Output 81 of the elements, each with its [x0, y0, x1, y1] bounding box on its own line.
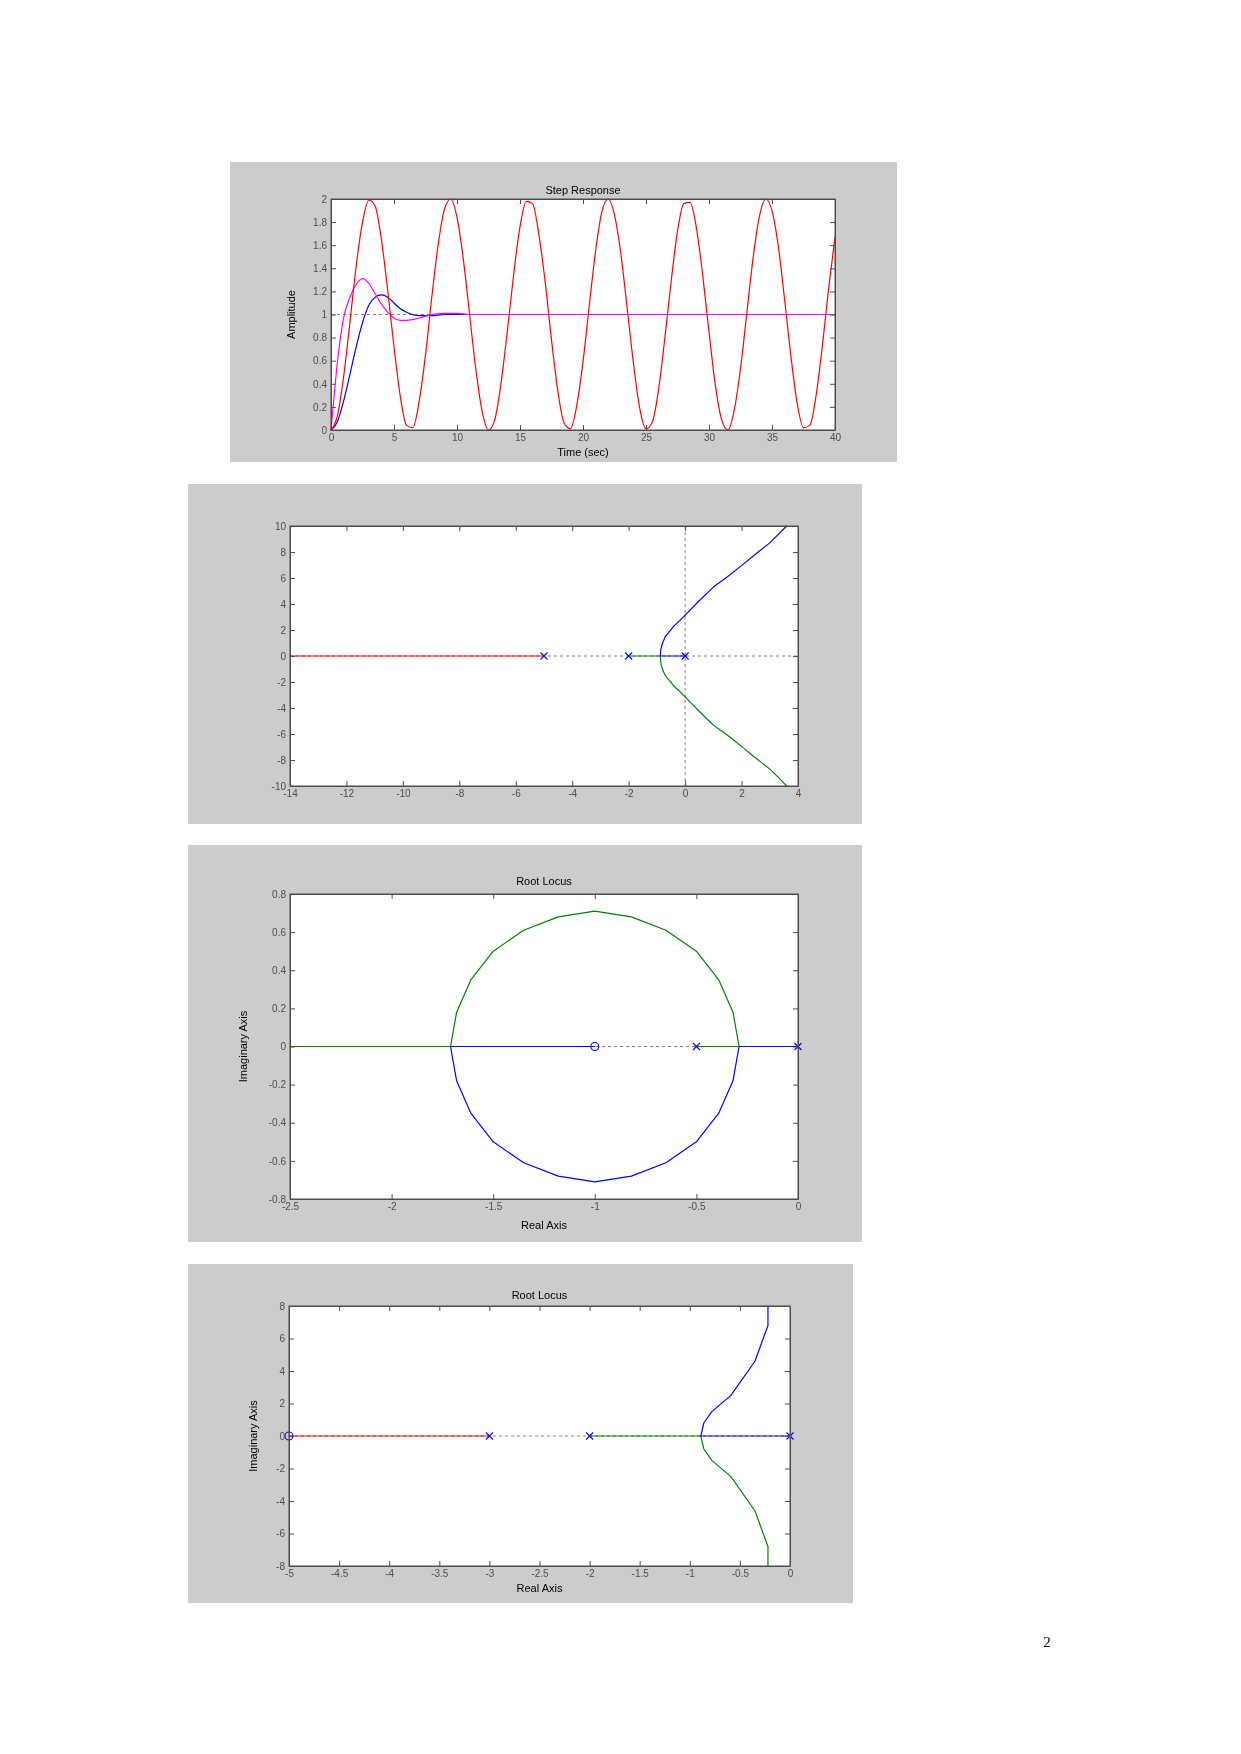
- y-tick-label: 1.8: [313, 216, 328, 228]
- y-tick-label: -0.2: [268, 1079, 287, 1091]
- x-tick-label: -10: [396, 788, 412, 800]
- x-tick-label: 25: [640, 432, 653, 444]
- y-tick-label: 0.8: [313, 332, 328, 344]
- y-tick-label: 10: [274, 520, 287, 532]
- x-tick-label: 30: [703, 432, 716, 444]
- y-tick-label: 0.2: [313, 401, 328, 413]
- chart-title: Step Response: [545, 184, 621, 196]
- y-tick-label: 0: [321, 424, 328, 436]
- y-tick-label: 0.6: [272, 926, 287, 938]
- x-tick-label: 5: [391, 432, 398, 444]
- x-tick-label: -1.5: [485, 1201, 503, 1213]
- y-tick-label: -0.6: [268, 1155, 287, 1167]
- y-tick-label: 0.4: [313, 378, 328, 390]
- y-tick-label: 1.6: [313, 239, 328, 251]
- text: 2: [1043, 1633, 1051, 1650]
- x-tick-label: -2: [624, 788, 635, 800]
- y-tick-label: -4: [276, 1495, 286, 1507]
- y-tick-label: 0: [279, 1430, 286, 1442]
- y-tick-label: -0.4: [268, 1117, 287, 1129]
- x-tick-label: 35: [766, 432, 779, 444]
- x-tick-label: -2: [585, 1568, 595, 1580]
- x-tick-label: -4: [568, 788, 578, 800]
- y-tick-label: 1: [321, 309, 328, 321]
- x-tick-label: -4: [385, 1568, 395, 1580]
- x-tick-label: 0: [795, 1201, 802, 1213]
- y-tick-label: 2: [279, 1398, 286, 1410]
- y-axis-title: Amplitude: [284, 290, 297, 339]
- x-axis-title: Real Axis: [521, 1219, 568, 1231]
- x-tick-label: -2: [387, 1201, 397, 1213]
- y-tick-label: 0.2: [272, 1003, 287, 1015]
- x-tick-label: -6: [511, 788, 522, 800]
- x-tick-label: -3.5: [431, 1568, 449, 1580]
- y-tick-label: 4: [280, 598, 287, 610]
- y-tick-label: -4: [277, 702, 287, 714]
- x-tick-label: -0.5: [731, 1568, 750, 1580]
- y-axis-title: Imaginary Axis: [246, 1399, 259, 1472]
- y-tick-label: -2: [277, 676, 287, 688]
- y-tick-label: 0: [280, 1041, 287, 1053]
- y-tick-label: 6: [279, 1333, 286, 1345]
- x-tick-label: -5: [285, 1568, 295, 1580]
- y-tick-label: 0.4: [272, 964, 287, 976]
- x-tick-label: -0.5: [688, 1201, 706, 1213]
- x-tick-label: 2: [739, 788, 746, 800]
- x-tick-label: -8: [455, 788, 465, 800]
- x-tick-label: 20: [577, 432, 590, 444]
- y-tick-label: 4: [279, 1365, 286, 1377]
- x-tick-label: -1: [590, 1201, 601, 1213]
- chart-title: Root Locus: [511, 1289, 568, 1301]
- x-tick-label: -2.5: [531, 1568, 550, 1580]
- x-axis-title: Time (sec): [557, 446, 609, 458]
- y-tick-label: 2: [321, 193, 328, 205]
- y-tick-label: 8: [279, 1300, 286, 1312]
- chart-title: Root Locus: [516, 875, 573, 887]
- x-tick-label: 10: [451, 432, 464, 444]
- y-tick-label: 1.2: [313, 286, 328, 298]
- y-tick-label: 0.8: [272, 888, 287, 900]
- y-tick-label: 2: [280, 624, 287, 636]
- x-tick-label: -1: [685, 1568, 696, 1580]
- y-tick-label: -2: [276, 1463, 286, 1475]
- x-tick-label: -1.5: [631, 1568, 650, 1580]
- x-axis-title: Real Axis: [516, 1582, 563, 1594]
- x-tick-label: 0: [787, 1568, 794, 1580]
- y-tick-label: 0: [280, 650, 287, 662]
- x-tick-label: 4: [795, 788, 802, 800]
- x-tick-label: 15: [514, 432, 527, 444]
- y-tick-label: 1.4: [313, 263, 328, 274]
- x-tick-label: -12: [339, 788, 355, 800]
- y-tick-label: -8: [276, 1560, 286, 1572]
- x-tick-label: -4.5: [330, 1568, 349, 1580]
- x-tick-label: -3: [485, 1568, 495, 1580]
- y-tick-label: -8: [277, 754, 287, 766]
- x-tick-label: 0: [682, 788, 689, 800]
- y-tick-label: 6: [280, 572, 287, 584]
- y-axis-title: Imaginary Axis: [236, 1010, 249, 1083]
- y-tick-label: 8: [280, 546, 287, 558]
- y-tick-label: -6: [277, 728, 287, 740]
- x-tick-label: 40: [829, 432, 842, 444]
- y-tick-label: -6: [276, 1528, 286, 1540]
- y-tick-label: 0.6: [313, 355, 328, 367]
